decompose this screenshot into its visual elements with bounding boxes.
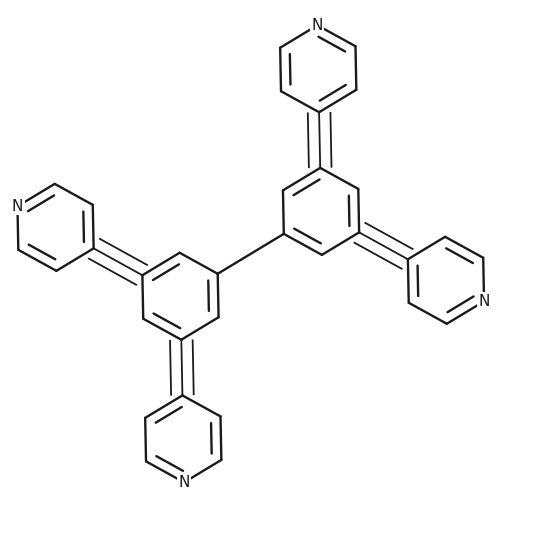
Text: N: N xyxy=(478,294,490,309)
Text: N: N xyxy=(12,199,23,214)
Text: N: N xyxy=(312,18,323,33)
Text: N: N xyxy=(178,475,190,490)
